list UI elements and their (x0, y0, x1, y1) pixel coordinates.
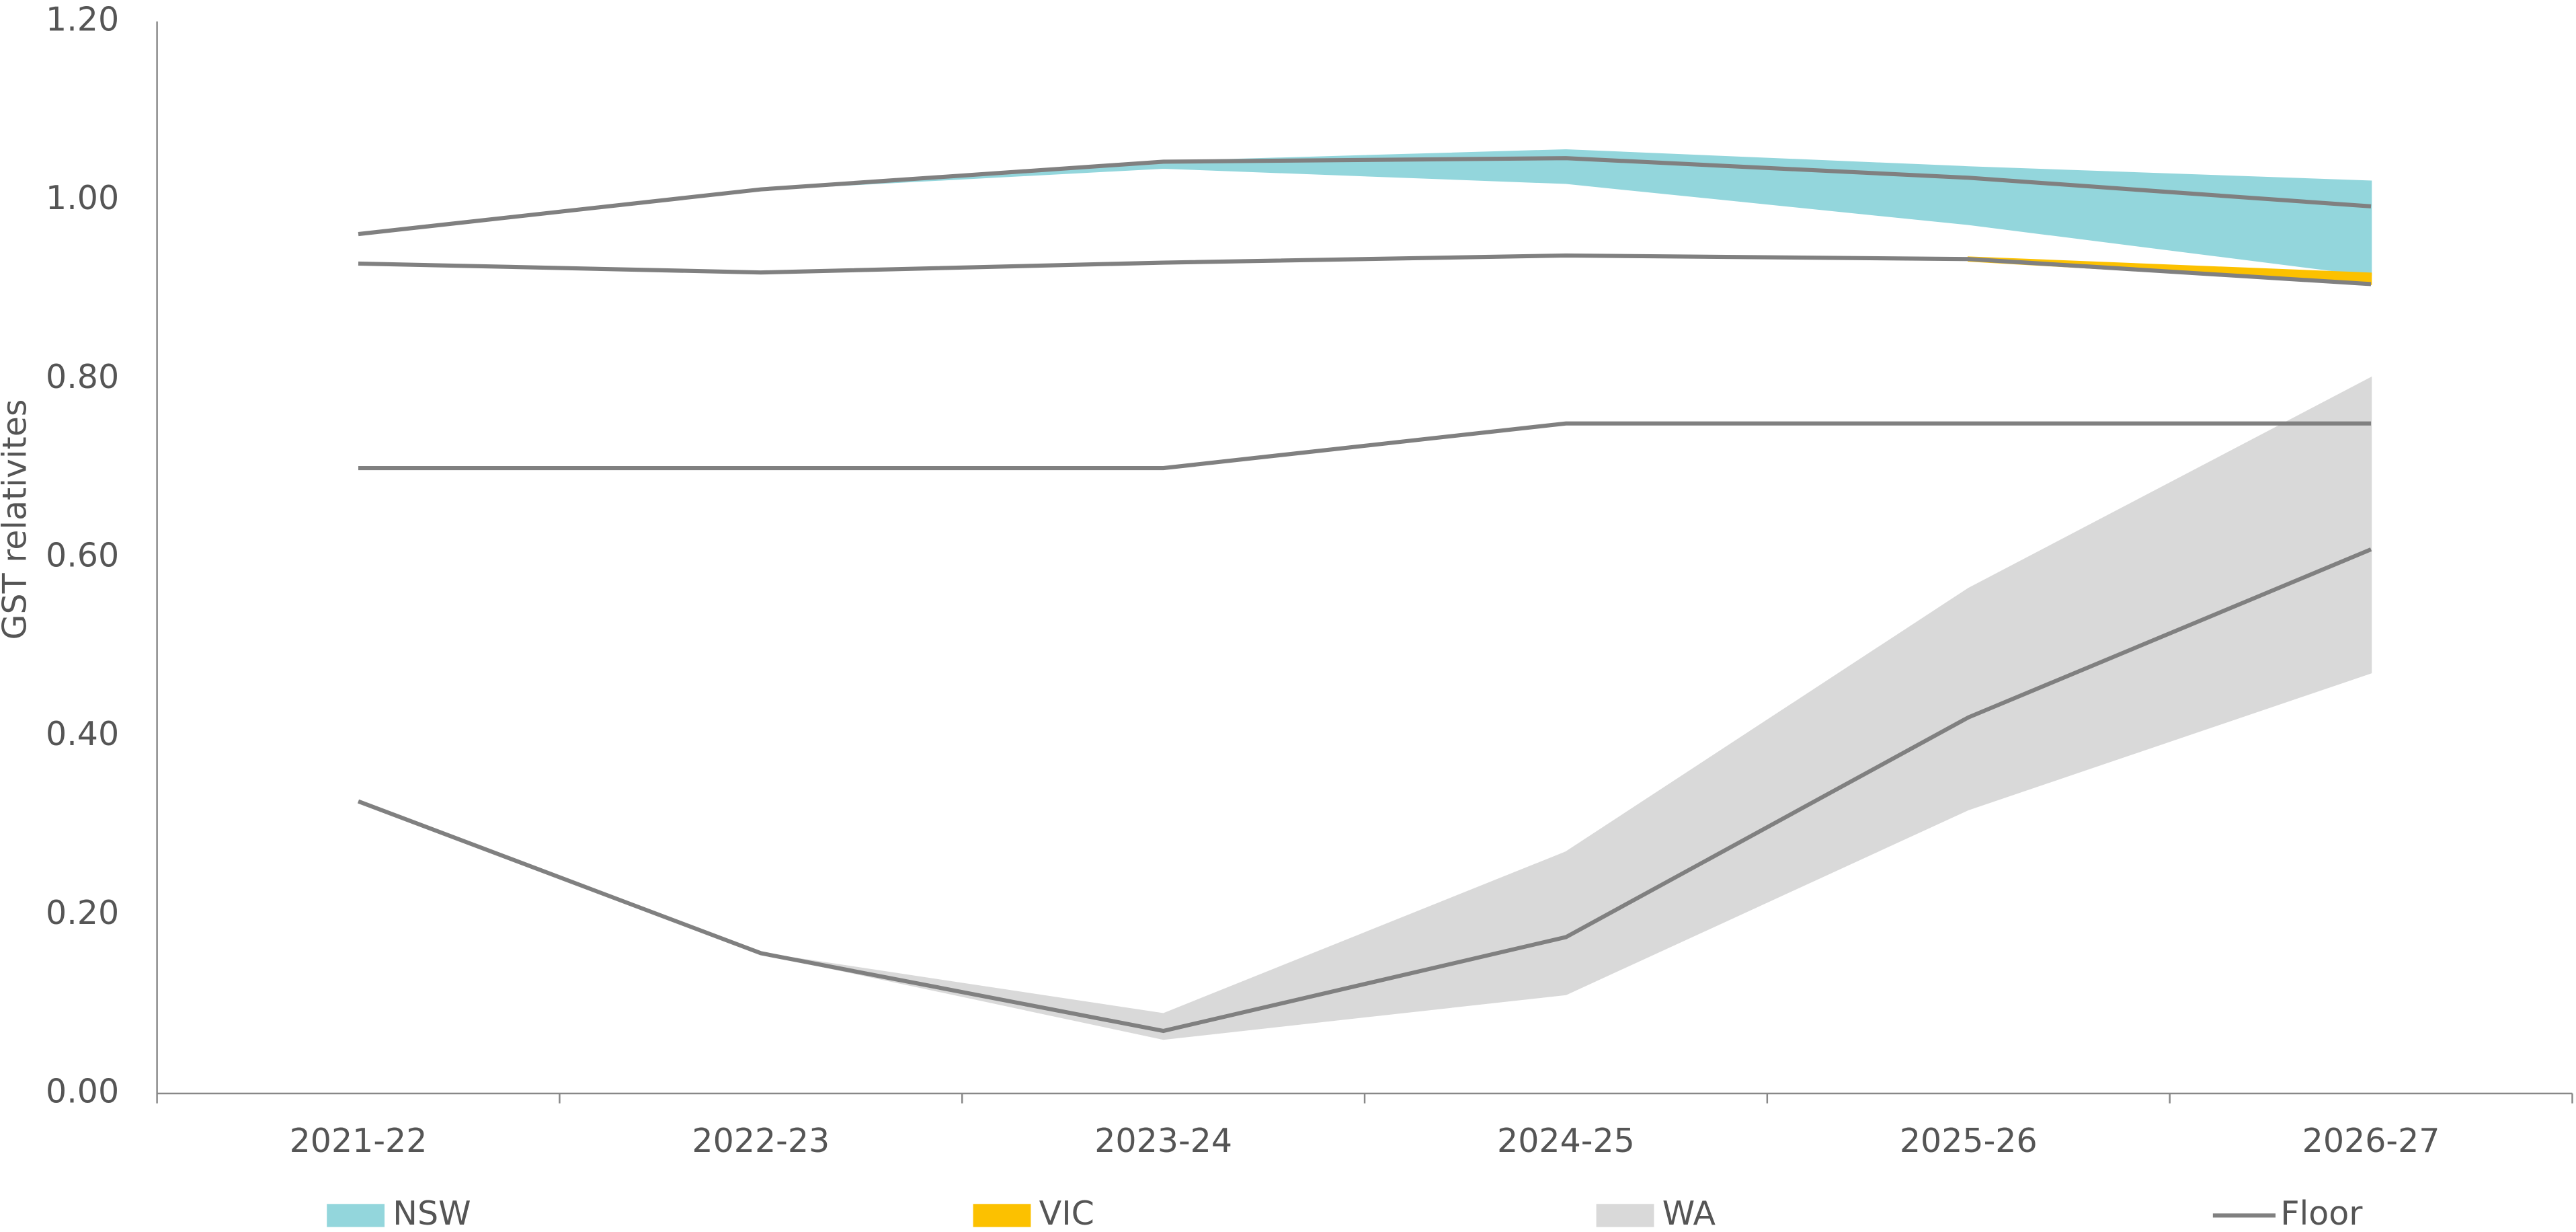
x-tick-label: 2021-22 (290, 1121, 428, 1160)
y-tick-label: 0.60 (46, 535, 119, 574)
range-area (760, 376, 2372, 1040)
x-tick-label: 2023-24 (1094, 1121, 1232, 1160)
y-tick-label: 1.20 (46, 0, 119, 38)
x-tick-label: 2024-25 (1497, 1121, 1635, 1160)
legend-label: WA (1662, 1194, 1716, 1232)
floor-line (358, 421, 2372, 471)
x-tick-label: 2022-23 (692, 1121, 830, 1160)
legend-label: NSW (393, 1194, 471, 1232)
legend-swatch (327, 1204, 385, 1227)
x-tick-label: 2026-27 (2302, 1121, 2440, 1160)
y-tick-label: 0.20 (46, 893, 119, 932)
x-tick-label: 2025-26 (1900, 1121, 2038, 1160)
y-tick-label: 1.00 (46, 178, 119, 217)
y-tick-label: 0.40 (46, 714, 119, 753)
legend-swatch (973, 1204, 1031, 1227)
y-tick-label: 0.00 (46, 1071, 119, 1110)
legend-label: Floor (2280, 1194, 2363, 1232)
y-tick-label: 0.80 (46, 357, 119, 396)
floor-line (358, 156, 2372, 237)
legend-label: VIC (1039, 1194, 1094, 1232)
floor-line (358, 253, 2372, 286)
range-area (760, 149, 2372, 276)
legend-swatch (1596, 1204, 1654, 1227)
floor-line (357, 547, 2372, 1034)
y-axis-label: GST relativites (0, 399, 34, 640)
